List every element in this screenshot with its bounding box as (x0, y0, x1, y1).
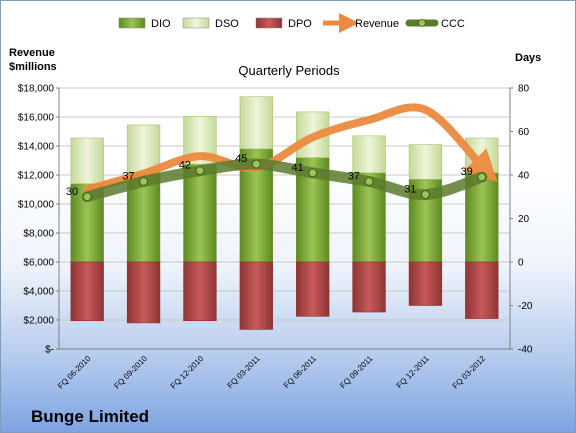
left-tick-label: $18,000 (18, 84, 55, 95)
bar-dpo (465, 261, 499, 319)
ccc-point (139, 177, 149, 187)
bar-dpo (183, 261, 217, 322)
ccc-data-label: 45 (235, 153, 247, 165)
right-axis-title: Days (515, 52, 542, 64)
ccc-point (364, 177, 374, 187)
category-label: FQ 12-2010 (169, 354, 206, 391)
bar-dso (239, 96, 273, 150)
bar-dpo (70, 261, 104, 322)
bar-dio (183, 163, 217, 263)
chart-title: Quarterly Periods (238, 63, 340, 78)
category-label: FQ 06-2011 (282, 354, 319, 391)
bar-dso (408, 144, 443, 180)
ccc-line (81, 158, 488, 203)
ccc-point (82, 192, 92, 202)
ccc-data-label: 37 (348, 171, 360, 183)
left-axis-title: Revenue $millions (9, 47, 57, 73)
right-tick-label: 20 (518, 214, 530, 225)
bar-dso (70, 137, 104, 184)
left-tick-label: $6,000 (23, 258, 54, 269)
ccc-point (308, 168, 318, 178)
category-label: FQ 06-2010 (56, 354, 93, 391)
left-tick-label: $8,000 (23, 229, 54, 240)
right-tick-label: -20 (518, 301, 533, 312)
category-label: FQ 09-2011 (338, 354, 375, 391)
left-tick-label: $10,000 (18, 200, 55, 211)
category-label: FQ 03-2012 (451, 354, 488, 391)
legend-label: DPO (288, 18, 312, 30)
bar-dpo (352, 261, 386, 313)
legend-label: DIO (151, 18, 171, 30)
bar-dpo (239, 261, 273, 330)
right-tick-label: 60 (518, 127, 530, 138)
legend-swatch-dio (118, 17, 146, 29)
bar-dso (352, 135, 386, 174)
ccc-data-label: 39 (461, 166, 473, 178)
ccc-data-label: 42 (179, 160, 191, 172)
ccc-data-label: 31 (404, 184, 416, 196)
left-tick-label: $16,000 (18, 113, 55, 124)
category-label: FQ 03-2011 (226, 354, 263, 391)
category-label: FQ 12-2011 (395, 354, 432, 391)
legend: DIO DSO DPO Revenue CCC (118, 13, 465, 33)
ccc-data-label: 37 (122, 171, 134, 183)
right-tick-label: -40 (518, 345, 533, 356)
right-tick-label: 0 (518, 258, 524, 269)
bar-dso (126, 124, 161, 174)
legend-label: Revenue (355, 18, 399, 30)
legend-marker-ccc (418, 19, 426, 27)
revenue-line (83, 103, 498, 194)
bars-layer (70, 96, 499, 330)
bar-dio (465, 172, 499, 263)
ccc-point (195, 166, 205, 176)
left-tick-label: $12,000 (18, 171, 55, 182)
lines-layer: 30 37 42 45 41 37 31 39 (66, 103, 498, 203)
ccc-point (251, 159, 261, 169)
bar-dpo (296, 261, 330, 317)
ccc-point (477, 172, 487, 182)
legend-label: DSO (215, 18, 239, 30)
left-tick-label: $2,000 (23, 316, 54, 327)
ccc-point (420, 190, 430, 200)
left-tick-label: $- (45, 345, 54, 356)
category-label: FQ 09-2010 (112, 354, 149, 391)
bar-dpo (126, 261, 161, 324)
company-name: Bunge Limited (31, 407, 150, 426)
legend-swatch-dpo (255, 17, 283, 29)
ccc-data-label: 41 (291, 162, 303, 174)
ccc-data-label: 30 (66, 186, 78, 198)
left-tick-label: $14,000 (18, 142, 55, 153)
bar-dpo (408, 261, 443, 306)
legend-label: CCC (441, 18, 465, 30)
right-tick-label: 80 (518, 84, 530, 95)
legend-swatch-dso (182, 17, 210, 29)
right-tick-label: 40 (518, 171, 530, 182)
left-tick-label: $4,000 (23, 287, 54, 298)
